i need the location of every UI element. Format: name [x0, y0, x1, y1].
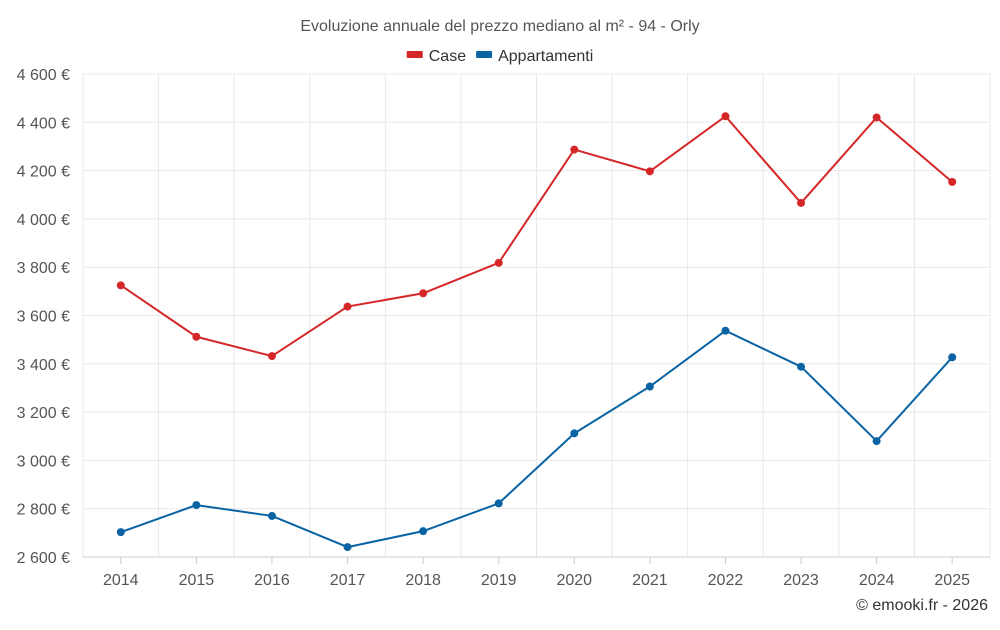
data-point-appartamenti[interactable]: [419, 527, 428, 536]
data-point-case[interactable]: [948, 177, 957, 186]
x-tick-label: 2023: [783, 572, 819, 589]
credit-text: © emooki.fr - 2026: [856, 597, 988, 614]
legend-swatch[interactable]: [406, 51, 423, 58]
series-line-case: [120, 115, 953, 358]
data-point-appartamenti[interactable]: [267, 511, 276, 520]
x-tick-label: 2019: [481, 572, 517, 589]
y-tick-label: 4 600 €: [17, 67, 70, 84]
x-tick-label: 2016: [254, 572, 290, 589]
data-point-appartamenti[interactable]: [797, 362, 806, 371]
data-point-appartamenti[interactable]: [721, 326, 730, 335]
data-point-case[interactable]: [797, 198, 806, 207]
data-point-case[interactable]: [494, 258, 503, 267]
y-tick-label: 3 200 €: [17, 405, 70, 422]
chart-title: Evoluzione annuale del prezzo mediano al…: [300, 18, 699, 35]
data-point-case[interactable]: [570, 145, 579, 154]
x-tick-label: 2015: [179, 572, 215, 589]
y-tick-label: 2 600 €: [17, 550, 70, 567]
data-point-appartamenti[interactable]: [494, 499, 503, 508]
y-tick-label: 2 800 €: [17, 502, 70, 519]
data-point-appartamenti[interactable]: [192, 501, 201, 510]
y-tick-label: 4 200 €: [17, 164, 70, 181]
x-tick-label: 2025: [934, 572, 970, 589]
data-point-appartamenti[interactable]: [570, 429, 579, 438]
x-tick-label: 2018: [405, 572, 441, 589]
data-point-case[interactable]: [872, 113, 881, 122]
y-tick-label: 4 000 €: [17, 212, 70, 229]
data-point-case[interactable]: [343, 302, 352, 311]
x-tick-label: 2014: [103, 572, 139, 589]
gridlines: [82, 73, 991, 558]
y-tick-label: 3 800 €: [17, 260, 70, 277]
data-point-case[interactable]: [192, 332, 201, 341]
x-tick-label: 2022: [708, 572, 744, 589]
data-point-appartamenti[interactable]: [645, 382, 654, 391]
data-point-case[interactable]: [721, 112, 730, 121]
data-point-appartamenti[interactable]: [948, 353, 957, 362]
data-point-case[interactable]: [645, 167, 654, 176]
x-tick-label: 2021: [632, 572, 668, 589]
data-point-case[interactable]: [419, 289, 428, 298]
series-group: [116, 112, 957, 552]
y-tick-label: 4 400 €: [17, 115, 70, 132]
data-point-appartamenti[interactable]: [872, 437, 881, 446]
data-point-case[interactable]: [267, 352, 276, 361]
x-tick-label: 2017: [330, 572, 366, 589]
legend-label: Case: [429, 48, 466, 65]
series-line-appartamenti: [120, 329, 953, 549]
y-axis: 2 600 € 2 800 € 3 000 € 3 200 € 3 400 € 3 600…: [17, 67, 70, 567]
data-point-case[interactable]: [116, 281, 125, 290]
y-tick-label: 3 600 €: [17, 309, 70, 326]
data-point-appartamenti[interactable]: [343, 543, 352, 552]
x-axis: 2014 2015 2016 2017 2018 2019 2020 2021 2022 2023…: [83, 556, 990, 589]
y-tick-label: 3 400 €: [17, 357, 70, 374]
legend: Case Appartamenti: [406, 48, 593, 65]
x-tick-label: 2020: [556, 572, 592, 589]
legend-label: Appartamenti: [498, 48, 593, 65]
x-tick-label: 2024: [859, 572, 895, 589]
y-tick-label: 3 000 €: [17, 453, 70, 470]
data-point-appartamenti[interactable]: [116, 528, 125, 537]
legend-swatch[interactable]: [476, 51, 493, 58]
